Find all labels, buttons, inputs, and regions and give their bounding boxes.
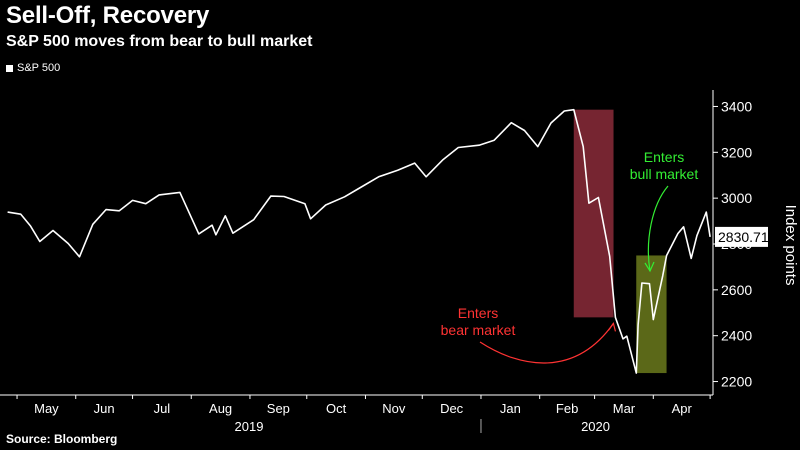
x-tick-label: Oct <box>326 401 347 416</box>
x-tick-label: Sep <box>267 401 290 416</box>
x-year-label: 2020 <box>581 419 610 434</box>
y-tick-label: 2600 <box>721 282 752 298</box>
bull-annotation-arrowhead <box>644 261 655 273</box>
bear-market-region <box>573 109 614 318</box>
y-tick-label: 2400 <box>721 328 752 344</box>
x-year-label: 2019 <box>235 419 264 434</box>
bull-annotation-arrow <box>647 185 669 272</box>
y-tick-label: 3200 <box>721 144 752 160</box>
chart-subtitle: S&P 500 moves from bear to bull market <box>6 33 313 50</box>
x-tick-label: Jun <box>94 401 115 416</box>
x-tick-label: May <box>34 401 59 416</box>
bear-annotation-line1: Enters <box>458 305 498 321</box>
x-tick-label: Jul <box>154 401 171 416</box>
y-tick-label: 3000 <box>721 190 752 206</box>
bull-market-region <box>636 255 667 374</box>
chart-title: Sell-Off, Recovery <box>6 2 210 29</box>
y-tick-label: 3400 <box>721 98 752 114</box>
bull-annotation-line1: Enters <box>644 149 684 165</box>
x-tick-label: Jan <box>500 401 521 416</box>
legend-label: S&P 500 <box>17 62 61 74</box>
bear-annotation-line2: bear market <box>441 322 516 338</box>
y-axis-label: Index points <box>782 205 799 286</box>
sp500-series-line <box>7 108 711 374</box>
x-tick-label: Aug <box>209 401 232 416</box>
x-tick-label: Dec <box>440 401 464 416</box>
last-value-label: 2830.71 <box>718 229 769 245</box>
legend: S&P 500 <box>6 62 60 74</box>
legend-swatch <box>6 64 13 72</box>
bear-annotation-arrowhead <box>607 321 617 332</box>
bull-annotation-line2: bull market <box>630 166 699 182</box>
x-tick-label: Mar <box>613 401 636 416</box>
x-tick-label: Feb <box>556 401 578 416</box>
y-tick-label: 2200 <box>721 374 752 390</box>
source-note: Source: Bloomberg <box>6 432 118 446</box>
x-tick-label: Apr <box>672 401 693 416</box>
x-tick-label: Nov <box>382 401 406 416</box>
last-value-box <box>715 226 768 247</box>
bear-annotation-arrow <box>479 323 614 364</box>
